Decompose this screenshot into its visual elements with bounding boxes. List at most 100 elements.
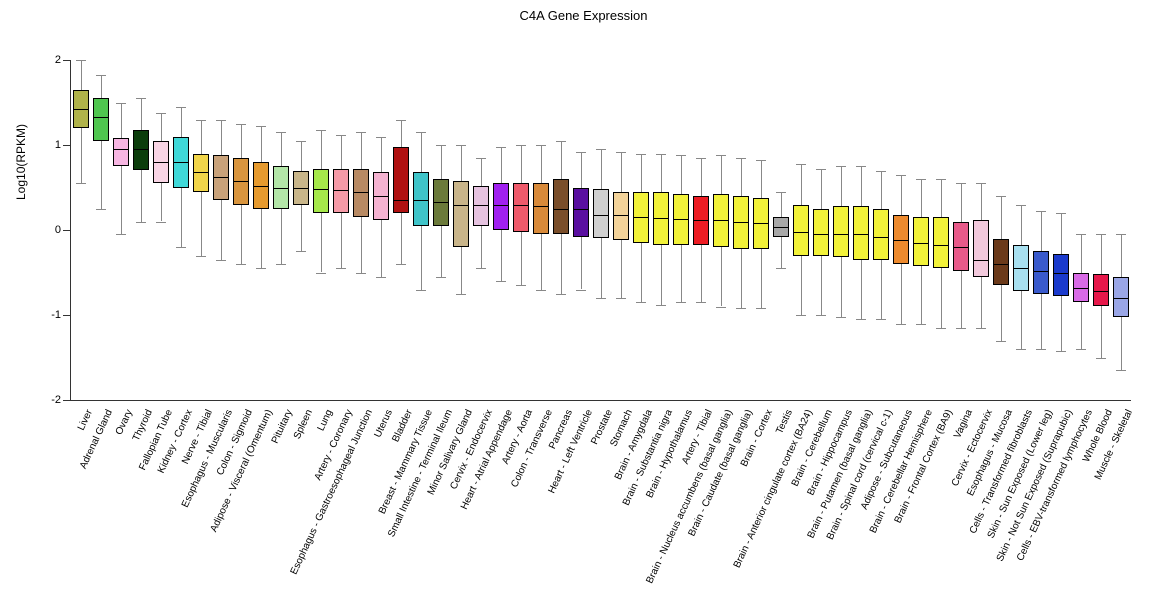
median-line — [1113, 298, 1129, 299]
whisker-cap — [856, 319, 865, 320]
whisker-cap — [776, 192, 785, 193]
y-tick — [63, 145, 71, 146]
whisker-cap — [276, 264, 285, 265]
whisker-cap — [896, 175, 905, 176]
whisker-cap — [756, 308, 765, 309]
median-line — [333, 190, 349, 191]
y-tick-label: -1 — [51, 309, 61, 321]
whisker-cap — [456, 145, 465, 146]
whisker-cap — [336, 268, 345, 269]
whisker-cap — [876, 171, 885, 172]
median-line — [673, 219, 689, 220]
whisker-cap — [156, 113, 165, 114]
box — [813, 209, 829, 256]
median-line — [633, 217, 649, 218]
whisker-cap — [416, 290, 425, 291]
whisker-cap — [76, 183, 85, 184]
box — [973, 220, 989, 277]
median-line — [613, 215, 629, 216]
box — [853, 206, 869, 260]
whisker-cap — [476, 158, 485, 159]
whisker-cap — [736, 158, 745, 159]
median-line — [533, 206, 549, 207]
whisker-cap — [76, 60, 85, 61]
whisker-cap — [696, 158, 705, 159]
whisker-cap — [976, 183, 985, 184]
median-line — [593, 215, 609, 216]
whisker-cap — [916, 179, 925, 180]
box — [493, 183, 509, 230]
box — [613, 192, 629, 240]
y-tick — [63, 60, 71, 61]
whisker-cap — [1056, 351, 1065, 352]
y-tick-label: -2 — [51, 394, 61, 406]
box — [313, 169, 329, 213]
whisker-cap — [516, 145, 525, 146]
whisker-cap — [956, 328, 965, 329]
box — [413, 172, 429, 226]
median-line — [833, 234, 849, 235]
whisker-cap — [476, 268, 485, 269]
whisker-cap — [976, 328, 985, 329]
median-line — [973, 260, 989, 261]
median-line — [793, 232, 809, 233]
whisker-cap — [756, 160, 765, 161]
whisker-cap — [656, 154, 665, 155]
box — [1053, 254, 1069, 297]
whisker-cap — [1076, 234, 1085, 235]
median-line — [313, 189, 329, 190]
whisker-cap — [156, 222, 165, 223]
whisker-cap — [196, 120, 205, 121]
y-tick-label: 0 — [55, 224, 61, 236]
box — [113, 138, 129, 166]
median-line — [193, 172, 209, 173]
median-line — [413, 200, 429, 201]
whisker-cap — [176, 247, 185, 248]
whisker-cap — [136, 222, 145, 223]
median-line — [353, 192, 369, 193]
y-tick-label: 1 — [55, 139, 61, 151]
box — [453, 181, 469, 247]
box — [93, 98, 109, 141]
median-line — [473, 205, 489, 206]
whisker-cap — [1076, 349, 1085, 350]
median-line — [73, 109, 89, 110]
median-line — [933, 245, 949, 246]
median-line — [813, 234, 829, 235]
whisker-cap — [1016, 349, 1025, 350]
whisker-cap — [676, 155, 685, 156]
whisker-cap — [916, 324, 925, 325]
whisker-cap — [296, 141, 305, 142]
whisker-cap — [236, 264, 245, 265]
whisker-cap — [256, 268, 265, 269]
whisker-cap — [456, 294, 465, 295]
box — [573, 188, 589, 237]
box — [1113, 277, 1129, 317]
whisker-cap — [796, 164, 805, 165]
whisker-cap — [356, 132, 365, 133]
median-line — [233, 181, 249, 182]
whisker-cap — [96, 209, 105, 210]
whisker-cap — [676, 302, 685, 303]
box — [913, 217, 929, 265]
box — [833, 206, 849, 257]
chart-title: C4A Gene Expression — [0, 8, 1167, 23]
y-tick-label: 2 — [55, 54, 61, 66]
whisker-cap — [356, 273, 365, 274]
whisker-cap — [376, 277, 385, 278]
whisker-cap — [596, 149, 605, 150]
whisker-cap — [896, 324, 905, 325]
whisker-cap — [936, 328, 945, 329]
whisker-cap — [336, 135, 345, 136]
whisker-cap — [636, 154, 645, 155]
median-line — [773, 227, 789, 228]
median-line — [213, 177, 229, 178]
median-line — [753, 223, 769, 224]
median-line — [733, 222, 749, 223]
whisker-cap — [636, 302, 645, 303]
whisker-cap — [836, 166, 845, 167]
whisker-cap — [956, 183, 965, 184]
whisker — [101, 75, 102, 208]
whisker-cap — [1036, 211, 1045, 212]
whisker-cap — [416, 132, 425, 133]
